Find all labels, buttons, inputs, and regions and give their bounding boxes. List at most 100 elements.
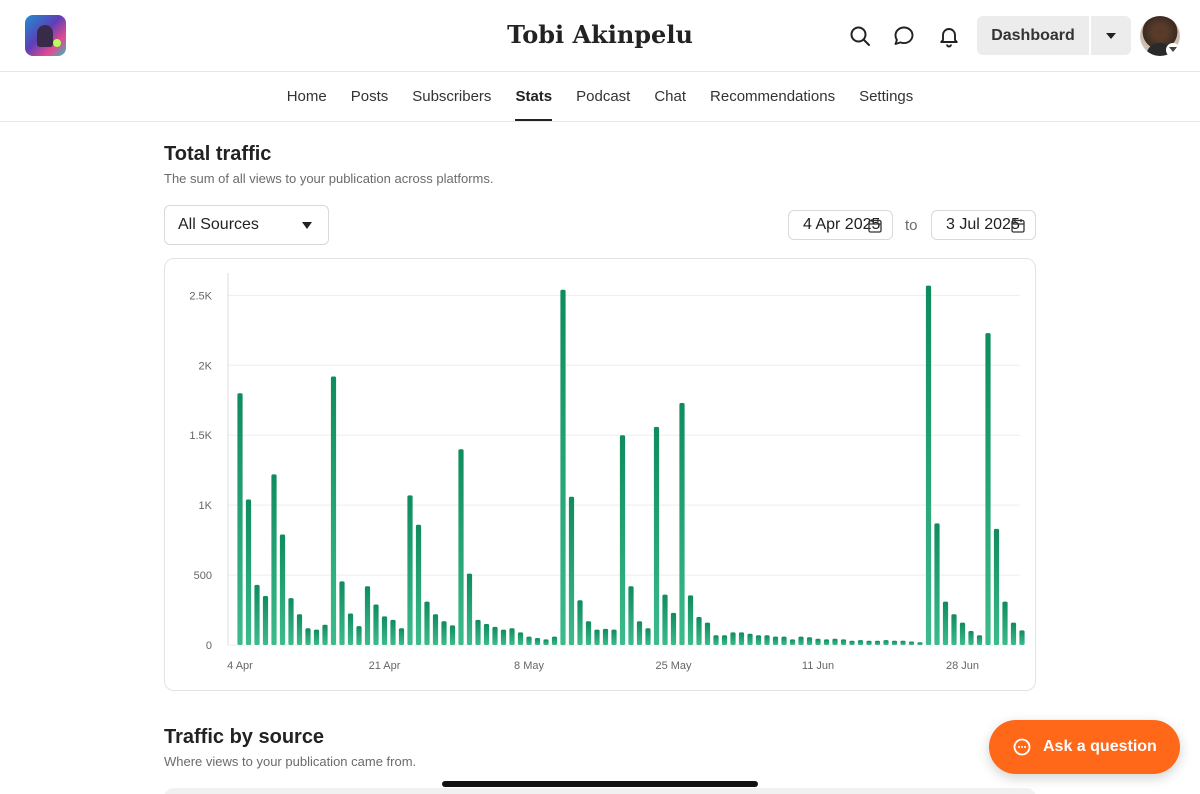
traffic-bar[interactable] — [883, 640, 889, 645]
traffic-bar[interactable] — [942, 601, 949, 645]
traffic-bar[interactable] — [738, 632, 745, 645]
calendar-icon[interactable] — [1011, 218, 1025, 233]
traffic-bar[interactable] — [577, 600, 583, 645]
traffic-bar[interactable] — [288, 598, 294, 645]
traffic-bar[interactable] — [679, 403, 685, 645]
traffic-bar[interactable] — [534, 638, 541, 645]
traffic-bar[interactable] — [305, 628, 311, 645]
traffic-bar[interactable] — [483, 624, 490, 645]
traffic-bar[interactable] — [347, 613, 354, 645]
nav-podcast[interactable]: Podcast — [576, 88, 631, 105]
traffic-bar[interactable] — [390, 619, 396, 645]
traffic-bar[interactable] — [279, 534, 286, 645]
bell-icon[interactable] — [937, 24, 961, 48]
traffic-bar[interactable] — [628, 586, 634, 645]
traffic-bar[interactable] — [381, 616, 388, 645]
traffic-bar[interactable] — [398, 628, 405, 645]
traffic-bar[interactable] — [857, 640, 864, 645]
traffic-bar[interactable] — [993, 528, 1000, 645]
traffic-bar[interactable] — [891, 640, 898, 645]
traffic-bar[interactable] — [339, 581, 345, 645]
dashboard-dropdown-button[interactable] — [1091, 16, 1131, 55]
traffic-bar[interactable] — [925, 285, 932, 645]
traffic-bar[interactable] — [271, 474, 277, 645]
traffic-bar[interactable] — [840, 639, 847, 645]
date-to-input[interactable]: 3 Jul 2025 — [931, 210, 1036, 240]
nav-chat[interactable]: Chat — [654, 88, 687, 105]
traffic-bar[interactable] — [611, 629, 617, 645]
traffic-bar[interactable] — [475, 619, 481, 645]
traffic-bar[interactable] — [781, 636, 787, 645]
traffic-bar[interactable] — [730, 632, 736, 645]
traffic-bar[interactable] — [636, 621, 643, 645]
chat-icon[interactable] — [892, 24, 916, 48]
traffic-bar[interactable] — [789, 639, 796, 645]
traffic-bar[interactable] — [874, 640, 881, 645]
traffic-bar[interactable] — [619, 435, 626, 645]
traffic-bar[interactable] — [866, 640, 872, 645]
traffic-bar[interactable] — [755, 635, 762, 645]
nav-subscribers[interactable]: Subscribers — [412, 88, 492, 105]
traffic-bar[interactable] — [917, 642, 923, 645]
traffic-bar[interactable] — [560, 289, 566, 645]
traffic-bar[interactable] — [849, 640, 855, 645]
avatar-menu-badge[interactable] — [1166, 43, 1180, 57]
traffic-bar[interactable] — [764, 635, 770, 645]
traffic-bar[interactable] — [951, 614, 957, 645]
traffic-bar[interactable] — [568, 496, 575, 645]
traffic-bar[interactable] — [441, 621, 447, 645]
traffic-bar[interactable] — [432, 614, 439, 645]
traffic-bar[interactable] — [492, 626, 498, 645]
traffic-bar[interactable] — [313, 629, 320, 645]
traffic-bar[interactable] — [526, 636, 532, 645]
traffic-bar[interactable] — [407, 495, 413, 645]
traffic-bar[interactable] — [517, 632, 524, 645]
traffic-bar[interactable] — [262, 596, 269, 645]
traffic-bar[interactable] — [500, 629, 507, 645]
date-from-input[interactable]: 4 Apr 2025 — [788, 210, 893, 240]
traffic-bar[interactable] — [985, 333, 991, 645]
traffic-bar[interactable] — [832, 638, 838, 645]
traffic-bar[interactable] — [823, 639, 830, 645]
traffic-bar[interactable] — [713, 635, 719, 645]
traffic-bar[interactable] — [449, 625, 456, 645]
traffic-bar[interactable] — [602, 628, 609, 645]
traffic-bar[interactable] — [466, 573, 473, 645]
dashboard-button[interactable]: Dashboard — [977, 16, 1089, 55]
traffic-bar[interactable] — [908, 641, 915, 645]
traffic-bar[interactable] — [704, 622, 711, 645]
nav-posts[interactable]: Posts — [350, 88, 389, 105]
traffic-bar[interactable] — [424, 601, 430, 645]
traffic-bar[interactable] — [653, 426, 660, 645]
traffic-bar[interactable] — [815, 638, 821, 645]
traffic-bar[interactable] — [373, 604, 379, 645]
traffic-bar[interactable] — [543, 639, 549, 645]
traffic-bar[interactable] — [934, 523, 940, 645]
traffic-bar[interactable] — [959, 622, 966, 645]
publication-logo[interactable] — [25, 15, 66, 56]
traffic-bar[interactable] — [509, 628, 515, 645]
nav-settings[interactable]: Settings — [859, 88, 914, 105]
traffic-bar[interactable] — [696, 617, 702, 645]
traffic-bar[interactable] — [976, 635, 983, 645]
traffic-bar[interactable] — [721, 635, 728, 645]
traffic-bar[interactable] — [322, 624, 328, 645]
traffic-bar[interactable] — [551, 636, 558, 645]
traffic-bar[interactable] — [1010, 622, 1017, 645]
traffic-bar[interactable] — [798, 636, 804, 645]
traffic-bar[interactable] — [356, 626, 362, 645]
calendar-icon[interactable] — [868, 218, 882, 233]
traffic-bar[interactable] — [662, 594, 668, 645]
traffic-bar[interactable] — [254, 584, 260, 645]
traffic-bar[interactable] — [1019, 630, 1025, 645]
traffic-bar[interactable] — [330, 376, 337, 645]
traffic-bar[interactable] — [296, 614, 303, 645]
traffic-bar[interactable] — [1002, 601, 1008, 645]
nav-recommendations[interactable]: Recommendations — [710, 88, 836, 105]
traffic-bar[interactable] — [594, 629, 600, 645]
traffic-bar[interactable] — [772, 636, 779, 645]
traffic-bar[interactable] — [237, 393, 243, 645]
traffic-bar[interactable] — [670, 612, 677, 645]
traffic-bar[interactable] — [968, 631, 974, 645]
traffic-bar[interactable] — [245, 499, 252, 645]
